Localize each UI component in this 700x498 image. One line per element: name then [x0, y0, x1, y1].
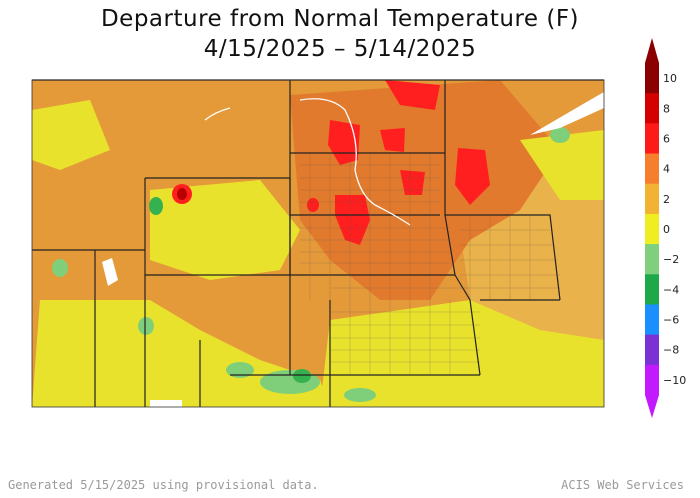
legend-swatch [645, 334, 659, 366]
red-spot-6 [380, 128, 405, 152]
red-spot-7 [307, 198, 319, 212]
northeast-yellow [520, 130, 604, 200]
legend-tick-label: 0 [663, 223, 670, 236]
legend-swatch [645, 123, 659, 155]
map-frame [31, 79, 605, 408]
legend-tick-label: 6 [663, 132, 670, 145]
red-spot-4 [455, 148, 490, 205]
green-spot-ne [550, 127, 570, 143]
legend-swatch [645, 304, 659, 336]
temperature-map: 10 8 6 4 2 0 −2 −4 −6 −8 −10 [31, 38, 686, 418]
northwest-yellow [32, 100, 110, 170]
legend-swatch [645, 63, 659, 94]
green-spot-wy [149, 197, 163, 215]
legend-tick-label: 4 [663, 163, 670, 176]
green-patch-3 [344, 388, 376, 402]
legend-top-arrow [645, 38, 659, 63]
legend-swatch [645, 364, 659, 396]
legend-tick-label: 8 [663, 102, 670, 115]
green-spot-south [293, 369, 311, 383]
legend-tick-label: −4 [663, 283, 679, 296]
green-spot-west [52, 259, 68, 277]
south-yellow [320, 300, 604, 407]
red-spot-1 [328, 120, 360, 165]
darkred-spot-wy [177, 188, 187, 200]
rivers [204, 98, 411, 226]
legend-swatch [645, 274, 659, 305]
legend-tick-label: 10 [663, 72, 677, 85]
red-spot-5 [335, 195, 370, 245]
green-spot-sw [138, 317, 154, 335]
green-patch-2 [226, 362, 254, 378]
legend-swatch [645, 213, 659, 245]
lake-superior [530, 92, 604, 135]
southwest-yellow [32, 300, 330, 407]
legend-swatch [645, 153, 659, 185]
legend-tick-label: −6 [663, 314, 679, 327]
legend-tick-label: −8 [663, 344, 679, 357]
map-title: Departure from Normal Temperature (F) [100, 6, 580, 32]
provider-credit: ACIS Web Services [561, 478, 684, 492]
legend-tick-label: −2 [663, 253, 679, 266]
legend-bottom-arrow [645, 395, 659, 418]
legend-swatch [645, 244, 659, 275]
legend-swatch [645, 183, 659, 215]
color-legend: 10 8 6 4 2 0 −2 −4 −6 −8 −10 [645, 38, 686, 418]
red-spot-3 [400, 170, 425, 195]
map-shading [32, 80, 604, 407]
wyoming-yellow [150, 180, 300, 280]
salt-lake [102, 258, 118, 286]
no-data-patch [150, 400, 182, 407]
legend-swatch [645, 93, 659, 124]
map-date-range: 4/15/2025 – 5/14/2025 [203, 36, 477, 62]
legend-tick-label: 2 [663, 193, 670, 206]
generated-note: Generated 5/15/2025 using provisional da… [8, 478, 319, 492]
red-spot-2 [385, 80, 440, 110]
county-lines [300, 153, 560, 375]
legend-tick-label: −10 [663, 374, 686, 387]
